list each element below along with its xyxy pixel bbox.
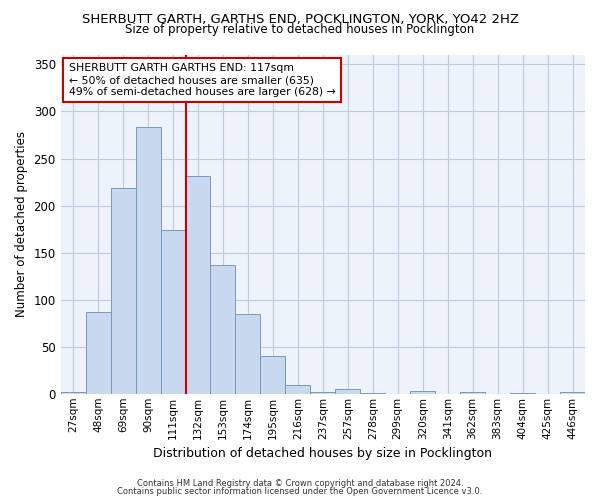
Text: SHERBUTT GARTH GARTHS END: 117sqm
← 50% of detached houses are smaller (635)
49%: SHERBUTT GARTH GARTHS END: 117sqm ← 50% …	[68, 64, 335, 96]
Bar	[286, 386, 310, 394]
Text: Contains public sector information licensed under the Open Government Licence v3: Contains public sector information licen…	[118, 487, 482, 496]
Bar	[510, 393, 535, 394]
Bar	[61, 392, 86, 394]
Bar	[310, 392, 335, 394]
Y-axis label: Number of detached properties: Number of detached properties	[15, 132, 28, 318]
Bar	[235, 314, 260, 394]
Bar	[185, 176, 211, 394]
Text: Size of property relative to detached houses in Pocklington: Size of property relative to detached ho…	[125, 22, 475, 36]
Bar	[360, 393, 385, 394]
Bar	[136, 126, 161, 394]
Bar	[335, 389, 360, 394]
Bar	[110, 188, 136, 394]
Text: SHERBUTT GARTH, GARTHS END, POCKLINGTON, YORK, YO42 2HZ: SHERBUTT GARTH, GARTHS END, POCKLINGTON,…	[82, 12, 518, 26]
Text: Contains HM Land Registry data © Crown copyright and database right 2024.: Contains HM Land Registry data © Crown c…	[137, 478, 463, 488]
Bar	[260, 356, 286, 394]
Bar	[460, 392, 485, 394]
Bar	[410, 391, 435, 394]
Bar	[161, 230, 185, 394]
Bar	[86, 312, 110, 394]
X-axis label: Distribution of detached houses by size in Pocklington: Distribution of detached houses by size …	[154, 447, 493, 460]
Bar	[560, 392, 585, 394]
Bar	[211, 265, 235, 394]
